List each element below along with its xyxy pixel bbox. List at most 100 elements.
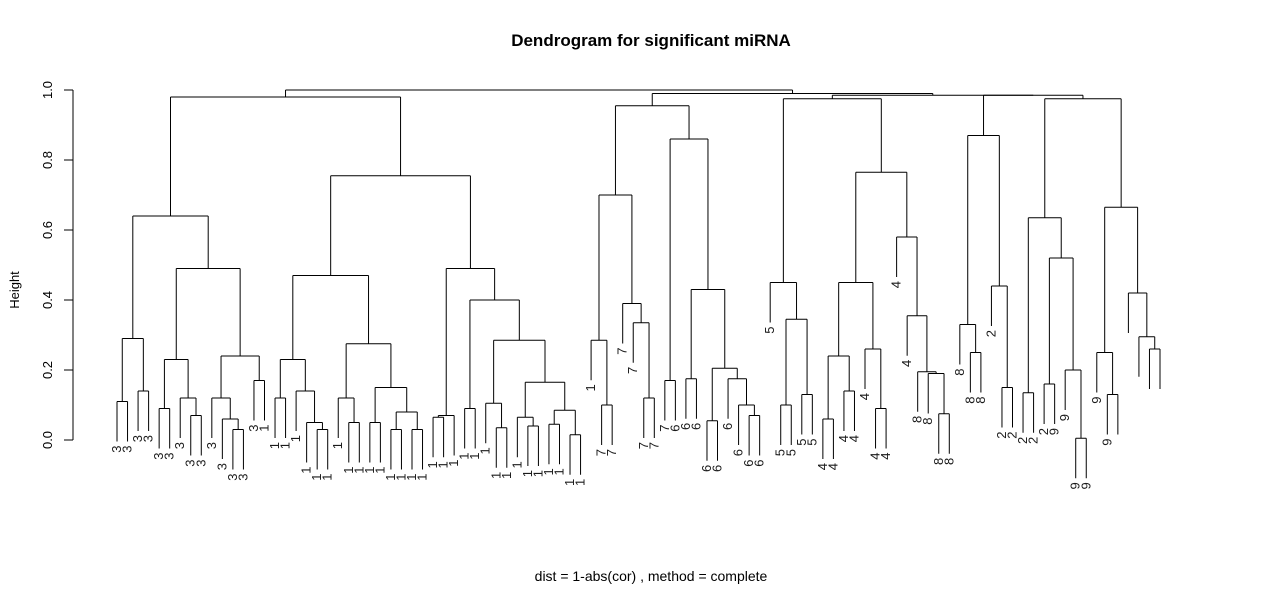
leaf-label: 4 — [868, 453, 883, 460]
leaf-label: 3 — [183, 460, 198, 467]
leaf-label: 1 — [562, 479, 577, 486]
leaf-labels: 3333333333333311111111111111111111111111… — [109, 281, 1114, 489]
leaf-label: 1 — [415, 474, 430, 481]
leaf-label: 8 — [941, 458, 956, 465]
leaf-label: 4 — [857, 393, 872, 400]
leaf-label: 3 — [193, 460, 208, 467]
leaf-label: 9 — [1078, 482, 1093, 489]
leaf-label: 8 — [962, 397, 977, 404]
leaf-label: 3 — [214, 463, 229, 470]
leaf-label: 7 — [636, 442, 651, 449]
leaf-label: 1 — [573, 479, 588, 486]
leaf-label: 5 — [783, 449, 798, 456]
y-axis: 0.0 0.2 0.4 0.6 0.8 1.0 — [40, 81, 74, 449]
leaf-label: 8 — [931, 458, 946, 465]
leaf-label: 7 — [646, 442, 661, 449]
leaf-label: 5 — [762, 327, 777, 334]
leaf-label: 9 — [1068, 482, 1083, 489]
y-tick-label: 1.0 — [40, 81, 55, 99]
leaf-label: 3 — [172, 442, 187, 449]
y-tick-label: 0.2 — [40, 361, 55, 379]
leaf-label: 1 — [320, 474, 335, 481]
leaf-label: 3 — [162, 453, 177, 460]
leaf-label: 5 — [773, 449, 788, 456]
y-tick-label: 0.6 — [40, 221, 55, 239]
leaf-label: 1 — [467, 453, 482, 460]
y-tick-label: 0.4 — [40, 291, 55, 309]
leaf-label: 1 — [288, 435, 303, 442]
leaf-label: 7 — [594, 449, 609, 456]
leaf-label: 1 — [541, 468, 556, 475]
leaf-label: 6 — [688, 423, 703, 430]
leaf-label: 1 — [351, 467, 366, 474]
leaf-label: 7 — [657, 425, 672, 432]
leaf-label: 4 — [846, 435, 861, 442]
leaf-label: 1 — [457, 453, 472, 460]
leaf-label: 4 — [825, 463, 840, 470]
leaf-label: 2 — [983, 330, 998, 337]
leaf-label: 6 — [741, 460, 756, 467]
leaf-label: 4 — [878, 453, 893, 460]
leaf-label: 1 — [446, 460, 461, 467]
leaf-label: 6 — [667, 425, 682, 432]
leaf-label: 2 — [994, 432, 1009, 439]
leaf-label: 3 — [130, 435, 145, 442]
leaf-label: 1 — [404, 474, 419, 481]
leaf-label: 3 — [235, 474, 250, 481]
leaf-label: 1 — [341, 467, 356, 474]
leaf-label: 1 — [488, 472, 503, 479]
leaf-label: 1 — [372, 467, 387, 474]
leaf-label: 4 — [899, 360, 914, 367]
leaf-label: 2 — [1015, 437, 1030, 444]
leaf-label: 6 — [731, 449, 746, 456]
leaf-label: 1 — [299, 467, 314, 474]
leaf-label: 8 — [973, 397, 988, 404]
leaf-label: 3 — [151, 453, 166, 460]
leaf-label: 3 — [204, 442, 219, 449]
y-axis-label: Height — [7, 271, 22, 309]
leaf-label: 1 — [425, 461, 440, 468]
leaf-label: 7 — [615, 348, 630, 355]
leaf-label: 6 — [752, 460, 767, 467]
leaf-label: 8 — [920, 418, 935, 425]
leaf-label: 9 — [1089, 397, 1104, 404]
leaf-label: 9 — [1057, 414, 1072, 421]
leaf-label: 2 — [1005, 432, 1020, 439]
leaf-label: 1 — [520, 470, 535, 477]
leaf-label: 3 — [225, 474, 240, 481]
leaf-label: 3 — [141, 435, 156, 442]
leaf-label: 3 — [120, 446, 135, 453]
leaf-label: 1 — [393, 474, 408, 481]
dendrogram-tree — [116, 89, 1161, 479]
leaf-label: 5 — [804, 439, 819, 446]
leaf-label: 1 — [278, 442, 293, 449]
leaf-label: 1 — [383, 474, 398, 481]
leaf-label: 8 — [910, 416, 925, 423]
y-tick-label: 0.8 — [40, 151, 55, 169]
leaf-label: 2 — [1026, 437, 1041, 444]
leaf-label: 1 — [509, 461, 524, 468]
leaf-label: 9 — [1047, 428, 1062, 435]
leaf-label: 1 — [551, 468, 566, 475]
leaf-label: 4 — [815, 463, 830, 470]
leaf-label: 7 — [604, 449, 619, 456]
leaf-label: 1 — [499, 472, 514, 479]
y-tick-label: 0.0 — [40, 431, 55, 449]
leaf-label: 3 — [109, 446, 124, 453]
leaf-label: 1 — [362, 467, 377, 474]
leaf-label: 1 — [583, 384, 598, 391]
leaf-label: 6 — [699, 465, 714, 472]
leaf-label: 2 — [1036, 428, 1051, 435]
chart-subtitle: dist = 1-abs(cor) , method = complete — [535, 568, 768, 584]
leaf-label: 1 — [478, 447, 493, 454]
leaf-label: 6 — [678, 423, 693, 430]
leaf-label: 1 — [330, 442, 345, 449]
leaf-label: 6 — [720, 423, 735, 430]
leaf-label: 4 — [889, 281, 904, 288]
leaf-label: 6 — [710, 465, 725, 472]
leaf-label: 9 — [1099, 439, 1114, 446]
leaf-label: 1 — [267, 442, 282, 449]
leaf-label: 1 — [256, 425, 271, 432]
chart-title: Dendrogram for significant miRNA — [511, 31, 791, 50]
